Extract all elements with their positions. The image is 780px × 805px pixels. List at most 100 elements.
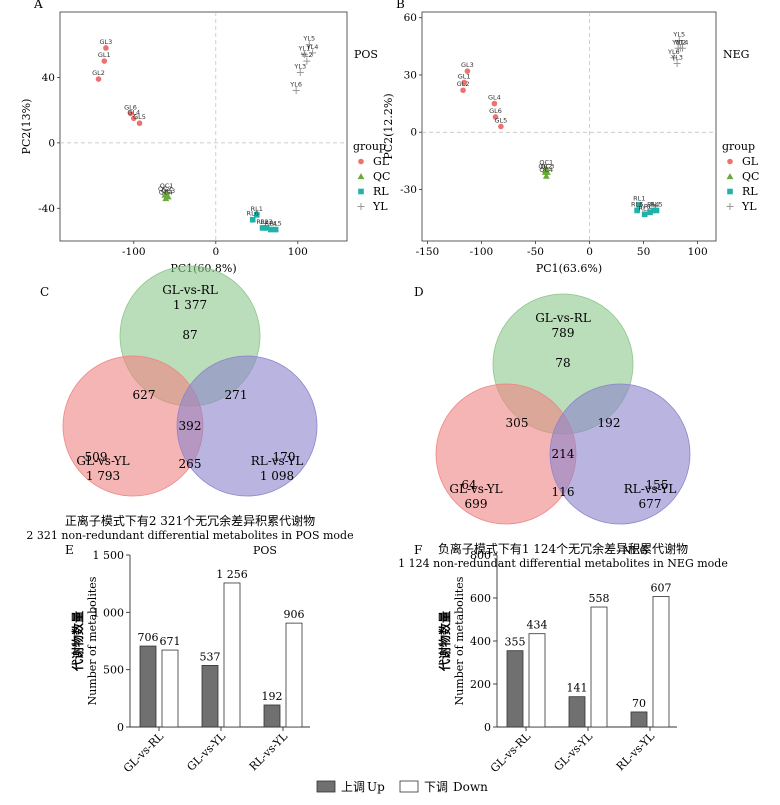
venn-region-count: 271 bbox=[225, 388, 248, 402]
y-tick-label: 30 bbox=[404, 69, 417, 81]
bar-value-label: 141 bbox=[567, 682, 588, 695]
data-point bbox=[634, 207, 640, 214]
point-label: QC2 bbox=[158, 185, 172, 193]
legend-label-down-cn: 下调 bbox=[424, 780, 448, 794]
venn-set-name: GL-vs-RL bbox=[535, 311, 591, 325]
x-tick-label: -150 bbox=[416, 246, 440, 258]
venn-region-count: 392 bbox=[179, 419, 202, 433]
point-label: QC3 bbox=[540, 162, 554, 170]
data-point bbox=[498, 123, 504, 130]
legend-title: group bbox=[722, 140, 755, 153]
legend-label-down-en: Down bbox=[453, 780, 488, 794]
x-tick-label: GL-vs-YL bbox=[184, 729, 228, 773]
x-tick-label: 100 bbox=[688, 246, 708, 258]
venn-set-total: 677 bbox=[639, 497, 662, 511]
venn-region-count: 192 bbox=[598, 416, 621, 430]
bar-down bbox=[590, 606, 608, 728]
bar-down bbox=[285, 622, 303, 728]
legend-label: YL bbox=[372, 200, 388, 213]
legend-label: GL bbox=[373, 155, 390, 168]
y-tick-label: 1 500 bbox=[93, 549, 125, 562]
point-label: YL4 bbox=[676, 38, 689, 46]
data-point bbox=[263, 225, 270, 231]
point-label: QC2 bbox=[538, 162, 552, 170]
y-tick-label: 500 bbox=[103, 664, 124, 677]
point-label: YL1 bbox=[297, 45, 310, 53]
point-label: GL3 bbox=[100, 38, 113, 46]
data-point bbox=[292, 87, 300, 95]
y-tick-label: 40 bbox=[42, 72, 55, 84]
venn-region-count: 305 bbox=[506, 416, 529, 430]
legend-marker bbox=[357, 203, 365, 210]
bar-panel-f: F NEG 0 200 400 600 800 代谢物数量 Number of metaboli… bbox=[414, 543, 677, 775]
point-label: YL5 bbox=[672, 31, 685, 39]
data-point bbox=[461, 79, 467, 86]
point-label: YL6 bbox=[289, 81, 302, 89]
data-point bbox=[254, 212, 260, 218]
data-point bbox=[673, 60, 681, 68]
bar-value-label: 355 bbox=[505, 636, 526, 649]
point-label: GL2 bbox=[457, 80, 470, 88]
venn-set-name: GL-vs-RL bbox=[162, 283, 218, 297]
point-label: GL2 bbox=[92, 69, 105, 77]
pca-panel-a: A-1000100-40040PC1(60.8%)PC2(13%)POSGL3G… bbox=[20, 0, 390, 275]
venn-set-total: 1 377 bbox=[173, 298, 207, 312]
bar-up bbox=[201, 665, 219, 728]
y-tick-label: -40 bbox=[38, 203, 55, 215]
data-point bbox=[95, 76, 102, 82]
bar-up bbox=[630, 711, 648, 728]
venn-region-count: 509 bbox=[85, 450, 108, 464]
data-point bbox=[676, 44, 684, 52]
x-tick-label: GL-vs-RL bbox=[121, 729, 167, 775]
venn-region-count: 170 bbox=[273, 450, 296, 464]
panel-letter: F bbox=[414, 543, 422, 557]
mode-label: POS bbox=[354, 48, 378, 61]
data-point bbox=[653, 207, 660, 214]
point-label: RL4 bbox=[265, 220, 277, 228]
venn-region-count: 627 bbox=[133, 388, 156, 402]
x-axis-label: PC1(63.6%) bbox=[536, 262, 602, 275]
bar-value-label: 1 256 bbox=[216, 568, 248, 581]
bar-down bbox=[161, 649, 179, 728]
point-label: GL5 bbox=[133, 113, 146, 121]
bar-legend: 上调 Up 下调 Down bbox=[316, 780, 488, 794]
legend-marker bbox=[727, 188, 733, 195]
data-point bbox=[259, 225, 266, 231]
venn-region-count: 64 bbox=[461, 478, 477, 492]
point-label: YL3 bbox=[670, 54, 683, 62]
y-tick-label: 400 bbox=[470, 635, 491, 648]
venn-panel-c: C GL-vs-RL1 377 GL-vs-YL1 793 RL-vs-YL1 098… bbox=[26, 265, 354, 542]
bar-value-label: 906 bbox=[284, 608, 305, 621]
legend-marker bbox=[726, 173, 734, 180]
point-label: RL2 bbox=[639, 204, 651, 212]
data-point bbox=[303, 57, 311, 65]
bar-value-label: 607 bbox=[651, 581, 672, 594]
data-point bbox=[249, 216, 256, 223]
plot-frame bbox=[59, 11, 348, 242]
venn-set-name: GL-vs-YL bbox=[76, 454, 129, 468]
legend-label: RL bbox=[742, 185, 758, 198]
point-label: GL6 bbox=[489, 107, 502, 115]
point-label: YL1 bbox=[671, 38, 684, 46]
legend-label: QC bbox=[373, 170, 390, 183]
venn-set-c bbox=[549, 383, 691, 525]
y-tick-label: 0 bbox=[117, 721, 124, 734]
y-tick-label: 800 bbox=[470, 549, 491, 562]
data-point bbox=[542, 165, 550, 172]
legend-label: QC bbox=[742, 170, 759, 183]
x-tick-label: -100 bbox=[470, 246, 494, 258]
venn-set-c bbox=[176, 355, 318, 497]
x-tick-label: RL-vs-YL bbox=[247, 729, 291, 773]
point-label: GL5 bbox=[495, 117, 508, 125]
data-point bbox=[267, 226, 274, 233]
data-point bbox=[101, 58, 108, 64]
y-tick-label: 0 bbox=[48, 137, 55, 149]
bar-down bbox=[652, 596, 670, 728]
x-tick-label: 0 bbox=[212, 246, 219, 258]
data-point bbox=[127, 110, 134, 117]
legend-marker bbox=[357, 173, 365, 180]
point-label: QC1 bbox=[539, 158, 553, 166]
legend-label: YL bbox=[741, 200, 757, 213]
legend-marker bbox=[358, 158, 364, 165]
